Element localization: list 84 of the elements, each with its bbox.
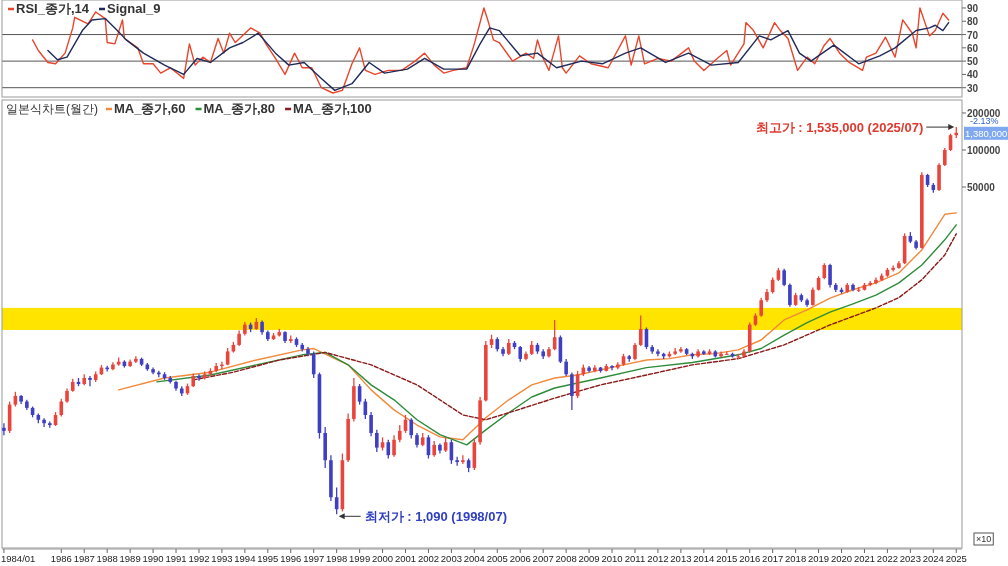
candlestick xyxy=(788,282,792,308)
x-tick-label: 2015 xyxy=(716,553,738,564)
legend-label: MA_종가,100 xyxy=(293,101,372,116)
x-tick-label: 2017 xyxy=(762,553,784,564)
candlestick xyxy=(587,365,591,374)
x-tick-label: 2016 xyxy=(739,553,761,564)
y-tick-label: 200000 xyxy=(967,107,1001,119)
candlestick xyxy=(311,350,316,379)
candlestick xyxy=(759,296,763,318)
x-tick-label: 2000 xyxy=(371,553,394,564)
candlestick xyxy=(455,456,459,467)
x-tick-label: 1997 xyxy=(303,553,325,564)
x-tick-label: 1996 xyxy=(280,553,302,564)
legend-label: MA_종가,60 xyxy=(114,101,186,116)
x-tick-label: 2014 xyxy=(693,553,715,564)
candlestick xyxy=(197,373,201,382)
candlestick xyxy=(942,147,947,167)
x-tick-label: 2024 xyxy=(922,553,944,564)
text: ×10 xyxy=(976,534,992,544)
x-tick-label: 1994 xyxy=(234,553,256,564)
x-tick-label: 2011 xyxy=(624,553,646,564)
x-tick-label: 1989 xyxy=(119,553,141,564)
x-tick-label: 2008 xyxy=(555,553,577,564)
x-tick-label: 2007 xyxy=(532,553,554,564)
candlestick xyxy=(828,263,832,289)
candlestick xyxy=(811,286,815,307)
legend-label: MA_종가,80 xyxy=(203,101,276,116)
y-tick-label: 60 xyxy=(967,42,979,54)
x-tick-label: 2005 xyxy=(486,553,508,564)
y-tick-label: 70 xyxy=(967,29,979,41)
y-tick-label: 100000 xyxy=(967,144,1001,156)
x-tick-label: 2013 xyxy=(670,553,692,564)
candlestick xyxy=(461,454,465,465)
x-tick-label: 2003 xyxy=(440,553,462,564)
x-tick-label: 1991 xyxy=(165,553,187,564)
candlestick xyxy=(679,346,683,354)
y-tick-label: 90 xyxy=(967,2,979,14)
y-tick-label: 40 xyxy=(967,69,979,81)
x-tick-label: 1998 xyxy=(326,553,348,564)
y-tick-label: 50 xyxy=(967,56,979,68)
candlestick xyxy=(375,429,379,453)
annotation: 최고가 : 1,535,000 (2025/07) xyxy=(755,120,924,136)
legend-label: Signal_9 xyxy=(106,1,161,16)
x-tick-label: 2021 xyxy=(853,553,876,564)
chart-title: 일본식차트(월간) xyxy=(6,102,98,116)
candlestick xyxy=(392,434,396,458)
x-tick-label: 1984/01 xyxy=(1,553,36,564)
x-tick-label: 2002 xyxy=(417,553,440,564)
candlestick xyxy=(42,417,46,428)
x-tick-label: 1986 xyxy=(50,553,72,564)
x-tick-label: 1988 xyxy=(96,553,118,564)
candlestick xyxy=(88,375,92,387)
y-tick-label: 30 xyxy=(967,82,979,94)
x-tick-label: 2001 xyxy=(394,553,417,564)
candlestick xyxy=(570,371,574,411)
y-tick-label: 50000 xyxy=(967,182,996,194)
candlestick xyxy=(369,411,373,437)
line-series xyxy=(47,17,950,92)
x-tick-label: 2012 xyxy=(647,553,669,564)
x-tick-label: 2022 xyxy=(876,553,898,564)
x-tick-label: 1992 xyxy=(188,553,210,564)
text: 1,380,000 xyxy=(965,127,1008,139)
x-tick-label: 2025 xyxy=(945,553,967,564)
x-tick-label: 2006 xyxy=(509,553,531,564)
x-tick-label: 2004 xyxy=(463,553,485,564)
x-tick-label: 2023 xyxy=(899,553,921,564)
x-tick-label: 1993 xyxy=(211,553,233,564)
x-tick-label: 1990 xyxy=(142,553,164,564)
candlestick xyxy=(638,314,643,347)
candlestick xyxy=(2,422,6,436)
annotation: 최저가 : 1,090 (1998/07) xyxy=(364,509,508,525)
line-series xyxy=(192,233,957,421)
x-tick-label: 1995 xyxy=(257,553,279,564)
legend-label: RSI_종가,14 xyxy=(16,1,90,16)
candlestick xyxy=(386,439,391,460)
x-tick-label: 2019 xyxy=(808,553,830,564)
x-tick-label: 2010 xyxy=(601,553,623,564)
x-tick-label: 2009 xyxy=(578,553,600,564)
x-tick-label: 2020 xyxy=(830,553,853,564)
candlestick xyxy=(409,417,414,440)
x-tick-label: 2018 xyxy=(785,553,807,564)
x-tick-label: 1999 xyxy=(349,553,371,564)
y-tick-label: 80 xyxy=(967,16,979,28)
x-tick-label: 1987 xyxy=(73,553,95,564)
